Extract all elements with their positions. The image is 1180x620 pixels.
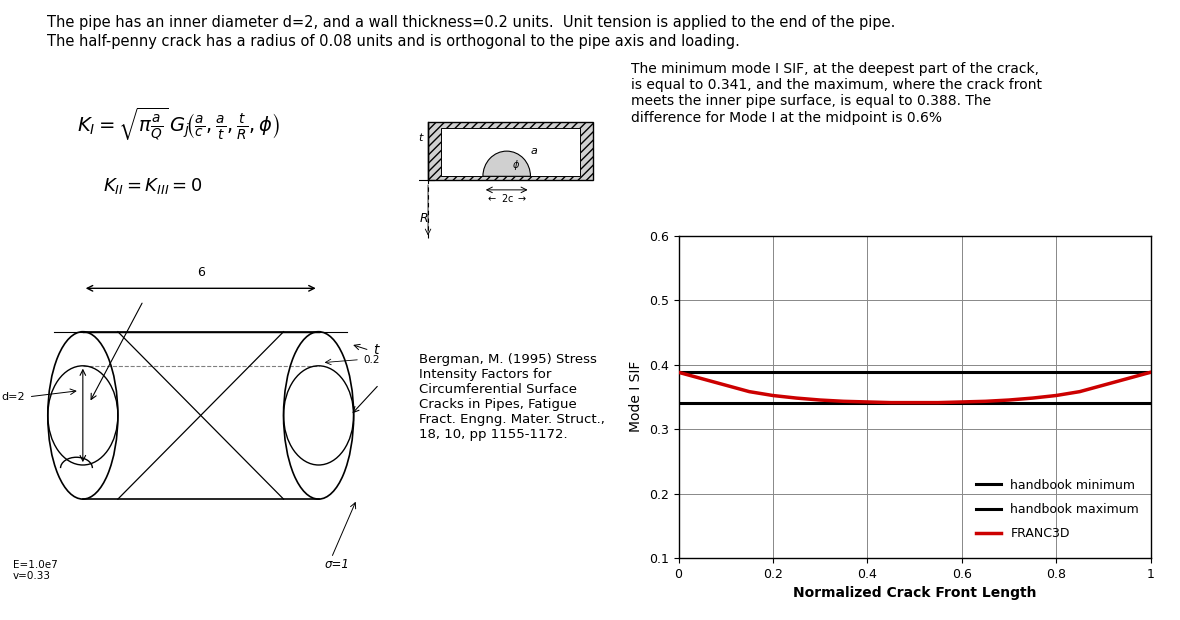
Text: The minimum mode I SIF, at the deepest part of the crack,
is equal to 0.341, and: The minimum mode I SIF, at the deepest p… — [631, 62, 1042, 125]
Legend: handbook minimum, handbook maximum, FRANC3D: handbook minimum, handbook maximum, FRAN… — [970, 474, 1145, 546]
Text: R: R — [420, 213, 428, 226]
Text: a: a — [531, 146, 538, 156]
Text: 6: 6 — [197, 266, 204, 279]
Text: σ=1: σ=1 — [324, 558, 349, 570]
Bar — [441, 128, 579, 176]
Text: d=2: d=2 — [2, 392, 26, 402]
Text: t: t — [419, 133, 422, 143]
Text: Bergman, M. (1995) Stress
Intensity Factors for
Circumferential Surface
Cracks i: Bergman, M. (1995) Stress Intensity Fact… — [419, 353, 605, 441]
Text: $\phi$: $\phi$ — [512, 157, 520, 172]
Y-axis label: Mode I SIF: Mode I SIF — [629, 361, 643, 433]
Text: The pipe has an inner diameter d=2, and a wall thickness=0.2 units.  Unit tensio: The pipe has an inner diameter d=2, and … — [47, 16, 896, 30]
X-axis label: Normalized Crack Front Length: Normalized Crack Front Length — [793, 587, 1036, 600]
Text: 0.2: 0.2 — [363, 355, 380, 365]
Wedge shape — [483, 151, 531, 176]
Text: The half-penny crack has a radius of 0.08 units and is orthogonal to the pipe ax: The half-penny crack has a radius of 0.0… — [47, 34, 740, 49]
Text: E=1.0e7
v=0.33: E=1.0e7 v=0.33 — [13, 560, 58, 581]
Bar — [428, 122, 592, 180]
Text: $K_I = \sqrt{\pi \frac{a}{Q}}\, G_j\!\left(\frac{a}{c},\frac{a}{t},\frac{t}{R},\: $K_I = \sqrt{\pi \frac{a}{Q}}\, G_j\!\le… — [77, 106, 280, 142]
Bar — [428, 122, 592, 180]
Text: $\leftarrow$ 2c $\rightarrow$: $\leftarrow$ 2c $\rightarrow$ — [486, 192, 527, 203]
Text: t: t — [373, 343, 379, 357]
Text: $K_{II} = K_{III} = 0$: $K_{II} = K_{III} = 0$ — [103, 176, 203, 196]
